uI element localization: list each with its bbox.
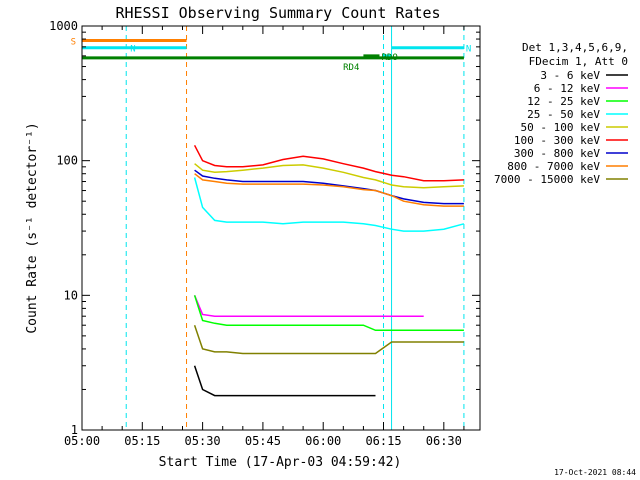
- series-line-6: [194, 169, 464, 205]
- legend-label-1: 6 - 12 keV: [534, 82, 601, 95]
- legend-header-line-1: Det 1,3,4,5,6,9,: [522, 41, 628, 54]
- y-tick-label-0: 1: [71, 423, 78, 437]
- x-tick-label-5: 06:15: [365, 434, 401, 448]
- plot-frame: [81, 25, 481, 431]
- flag-bars: S N N RD4 RDO: [71, 38, 472, 73]
- series-line-2: [193, 295, 464, 332]
- series-line-0: [193, 365, 376, 397]
- y-tick-label-3: 1000: [49, 19, 78, 33]
- legend-label-5: 100 - 300 keV: [514, 134, 600, 147]
- flag-label-0: S: [71, 38, 76, 48]
- flag-label-5: RDO: [381, 53, 397, 63]
- chart-title: RHESSI Observing Summary Count Rates: [115, 4, 440, 22]
- legend-header-line-2: FDecim 1, Att 0: [529, 55, 628, 68]
- series-line-8: [193, 324, 464, 355]
- data-series: [193, 144, 465, 397]
- series-line-1: [193, 295, 424, 317]
- x-tick-label-1: 05:15: [124, 434, 160, 448]
- series-line-4: [194, 163, 464, 189]
- legend-label-8: 7000 - 15000 keV: [494, 173, 600, 186]
- flag-label-4: RD4: [343, 63, 359, 73]
- legend-label-0: 3 - 6 keV: [540, 69, 600, 82]
- flag-label-1: N: [130, 45, 135, 55]
- series-line-7: [194, 173, 464, 207]
- date-stamp: 17-Oct-2021 08:44: [554, 468, 636, 477]
- x-axis-label: Start Time (17-Apr-03 04:59:42): [159, 455, 402, 470]
- legend-label-7: 800 - 7000 keV: [507, 160, 600, 173]
- x-tick-label-0: 05:00: [64, 434, 100, 448]
- legend-label-3: 25 - 50 keV: [527, 108, 600, 121]
- legend-label-6: 300 - 800 keV: [514, 147, 600, 160]
- x-tick-label-4: 06:00: [305, 434, 341, 448]
- vertical-lines: [81, 26, 465, 430]
- y-tick-label-2: 100: [56, 154, 78, 168]
- series-line-3: [193, 177, 465, 232]
- y-axis: 1 10 100 1000: [49, 19, 480, 437]
- x-axis: 05:00 05:15 05:30 05:45 06:00 06:15 06:30: [64, 26, 465, 448]
- x-tick-label-3: 05:45: [245, 434, 281, 448]
- series-line-5: [193, 144, 464, 182]
- legend: Det 1,3,4,5,6,9, FDecim 1, Att 0 3 - 6 k…: [494, 41, 628, 186]
- x-tick-label-6: 06:30: [426, 434, 462, 448]
- x-tick-label-2: 05:30: [185, 434, 221, 448]
- legend-label-4: 50 - 100 keV: [521, 121, 601, 134]
- legend-label-2: 12 - 25 keV: [527, 95, 600, 108]
- y-axis-label: Count Rate (s⁻¹ detector⁻¹): [25, 122, 40, 333]
- flag-label-2: N: [466, 45, 471, 55]
- y-tick-label-1: 10: [64, 288, 78, 302]
